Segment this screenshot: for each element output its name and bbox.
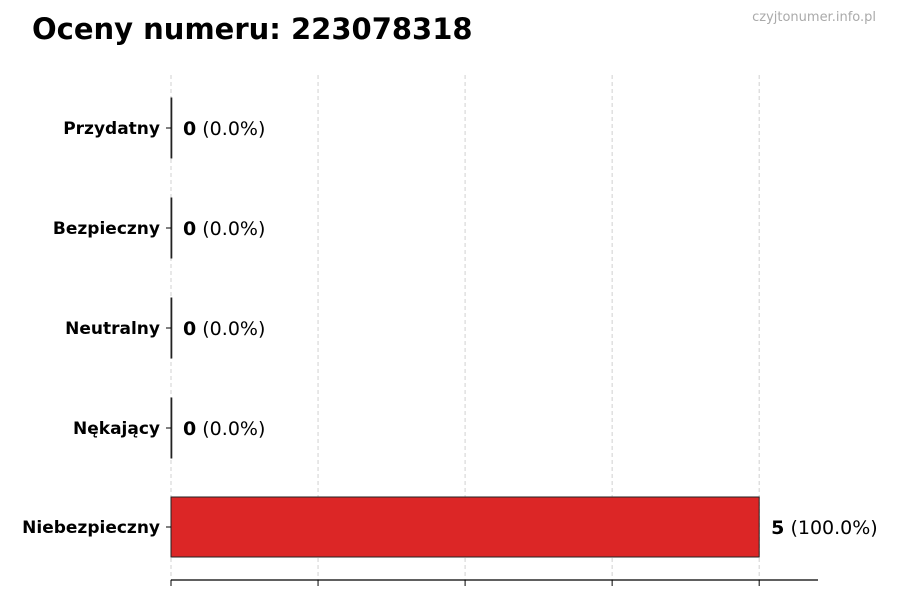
data-label-value: 0 [183,218,196,240]
data-label: 5 (100.0%) [771,517,878,539]
data-label-value: 0 [183,318,196,340]
data-label: 0 (0.0%) [183,418,265,440]
bar [170,297,173,359]
data-label-value: 5 [771,517,784,539]
data-label-value: 0 [183,118,196,140]
y-tick-label: Nękający [73,419,160,439]
data-label-value: 0 [183,418,196,440]
y-tick-label: Niebezpieczny [22,518,160,538]
chart-title: Oceny numeru: 223078318 [32,12,473,46]
bar [170,197,173,259]
data-label: 0 (0.0%) [183,218,265,240]
data-label: 0 (0.0%) [183,118,265,140]
bar [170,97,173,159]
y-tick-label: Przydatny [63,119,160,139]
bar [170,397,173,459]
y-tick-label: Neutralny [65,319,160,339]
data-label-percent: (0.0%) [196,218,265,240]
data-label: 0 (0.0%) [183,318,265,340]
watermark: czyjtonumer.info.pl [752,10,876,25]
data-label-percent: (0.0%) [196,318,265,340]
data-label-percent: (0.0%) [196,118,265,140]
data-label-percent: (0.0%) [196,418,265,440]
data-label-percent: (100.0%) [784,517,877,539]
bar [170,496,760,558]
y-tick-label: Bezpieczny [53,219,160,239]
